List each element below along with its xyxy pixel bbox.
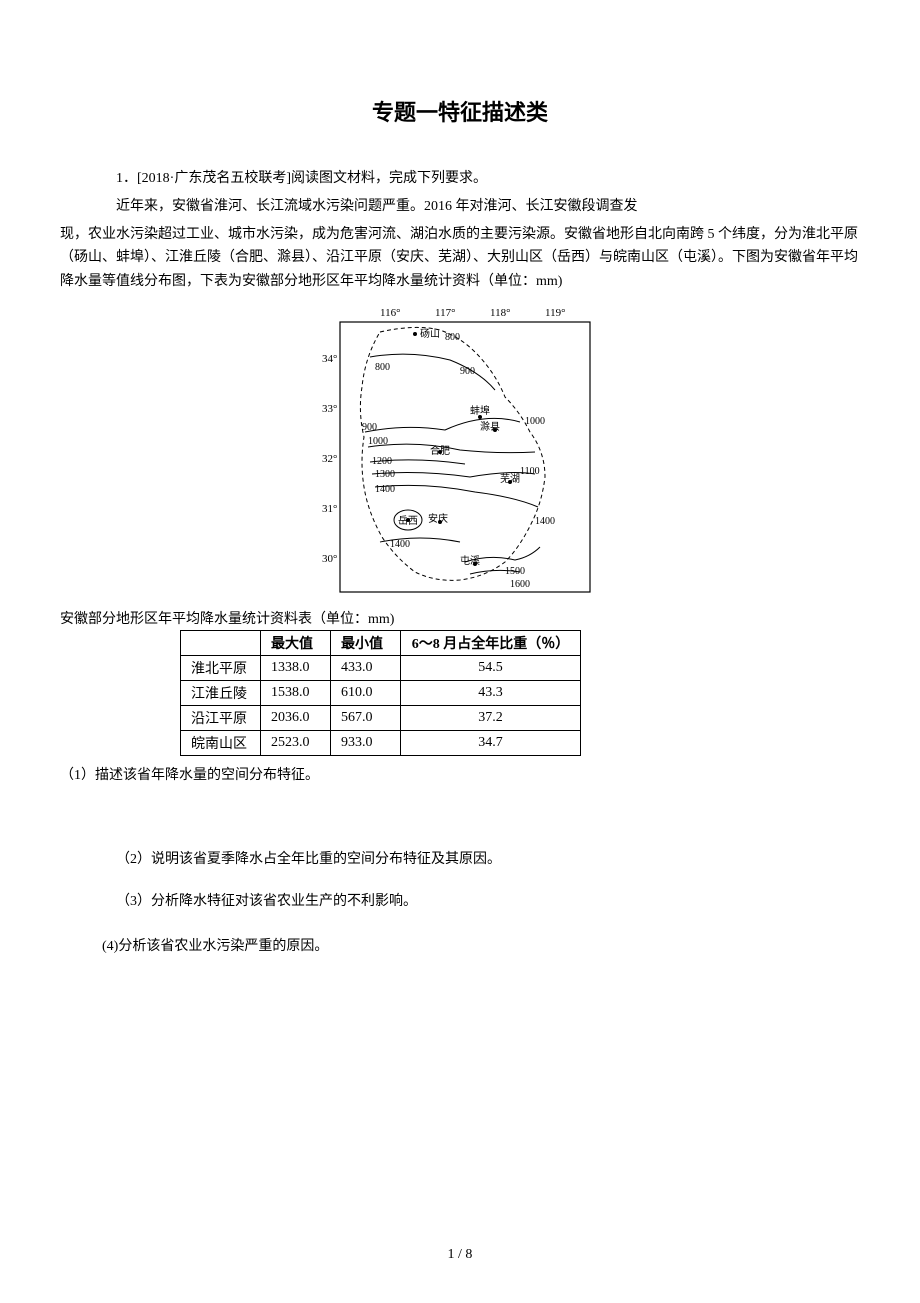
col-ratio: 6～8 月占全年比重（％） (401, 630, 581, 655)
value-label: 1000 (368, 436, 388, 447)
lon-label: 119° (545, 307, 566, 319)
question-4: (4)分析该省农业水污染严重的原因。 (60, 935, 860, 959)
value-label: 1000 (525, 416, 545, 427)
value-label: 1600 (510, 579, 530, 590)
intro-source: 1．[2018·广东茂名五校联考]阅读图文材料，完成下列要求。 (60, 167, 860, 191)
value-label: 1500 (505, 566, 525, 577)
map-figure: 116° 117° 118° 119° 34° 33° 32° 31° 30° … (60, 302, 860, 602)
lon-label: 118° (490, 307, 511, 319)
table-caption: 安徽部分地形区年平均降水量统计资料表（单位：mm) (60, 608, 860, 628)
col-region (181, 630, 261, 655)
question-3: （3）分析降水特征对该省农业生产的不利影响。 (60, 890, 860, 914)
lat-label: 34° (322, 353, 337, 365)
city-label: 砀山 (420, 328, 440, 340)
intro-context-2: 现，农业水污染超过工业、城市水污染，成为危害河流、湖泊水质的主要污染源。安徽省地… (60, 223, 860, 294)
city-label: 合肥 (430, 444, 450, 457)
value-label: 1300 (375, 469, 395, 480)
city-label: 滁县 (480, 420, 500, 433)
col-max: 最大值 (261, 630, 331, 655)
table-row: 皖南山区 2523.0 933.0 34.7 (181, 730, 581, 755)
precipitation-table: 最大值 最小值 6～8 月占全年比重（％） 淮北平原 1338.0 433.0 … (180, 630, 581, 756)
col-min: 最小值 (331, 630, 401, 655)
city-label: 芜湖 (500, 472, 520, 485)
city-label: 屯溪 (460, 554, 480, 567)
value-label: 800 (445, 332, 460, 343)
table-row: 淮北平原 1338.0 433.0 54.5 (181, 655, 581, 680)
page-title: 专题一特征描述类 (60, 95, 860, 127)
city-label: 岳西 (398, 515, 418, 527)
table-row: 江淮丘陵 1538.0 610.0 43.3 (181, 680, 581, 705)
value-label: 1400 (535, 516, 555, 527)
isoline-1400 (375, 485, 538, 507)
precipitation-map: 116° 117° 118° 119° 34° 33° 32° 31° 30° … (320, 302, 600, 602)
isoline-1000 (368, 444, 535, 453)
question-1: （1）描述该省年降水量的空间分布特征。 (60, 764, 860, 788)
value-label: 1100 (520, 466, 540, 477)
lat-label: 32° (322, 453, 337, 465)
value-label: 900 (460, 366, 475, 377)
page-number: 1 / 8 (0, 1247, 920, 1263)
lat-label: 30° (322, 553, 337, 565)
lat-label: 33° (322, 403, 337, 415)
value-label: 1200 (372, 456, 392, 467)
table-header-row: 最大值 最小值 6～8 月占全年比重（％） (181, 630, 581, 655)
intro-context-1: 近年来，安徽省淮河、长江流域水污染问题严重。2016 年对淮河、长江安徽段调查发 (60, 195, 860, 219)
value-label: 800 (375, 362, 390, 373)
lon-label: 117° (435, 307, 456, 319)
city-label: 蚌埠 (470, 404, 490, 417)
value-label: 1400 (375, 484, 395, 495)
lat-label: 31° (322, 503, 337, 515)
value-label: 1400 (390, 539, 410, 550)
value-label: 900 (362, 422, 377, 433)
table-row: 沿江平原 2036.0 567.0 37.2 (181, 705, 581, 730)
question-2: （2）说明该省夏季降水占全年比重的空间分布特征及其原因。 (60, 848, 860, 872)
lon-label: 116° (380, 307, 401, 319)
city-label: 安庆 (428, 512, 448, 525)
